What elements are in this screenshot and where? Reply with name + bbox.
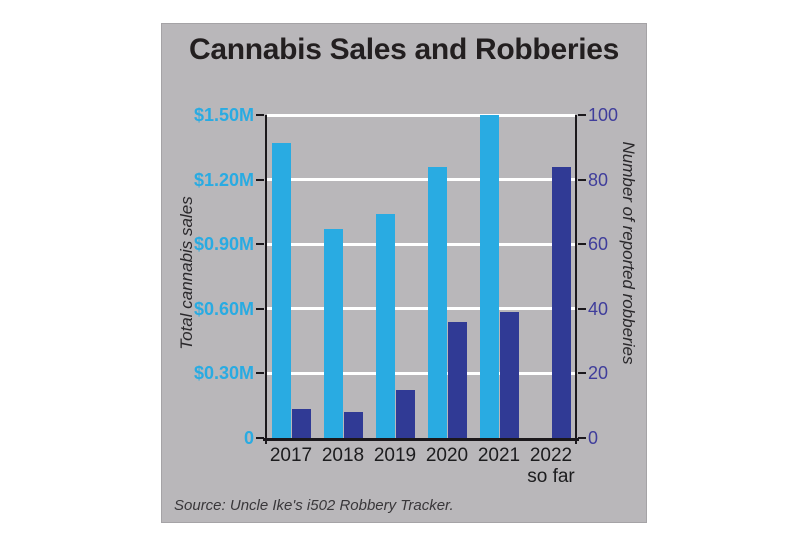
right-tick-mark [578,372,586,375]
left-tick-mark [256,178,264,181]
x-axis-label-2022: 2022 [529,445,573,466]
left-tick-mark [256,307,264,310]
left-axis-line [265,115,267,444]
source-citation: Source: Uncle Ike's i502 Robbery Tracker… [174,497,454,514]
sales-bar-2021 [479,115,499,438]
chart-title: Cannabis Sales and Robberies [188,33,620,66]
gridline [267,113,575,117]
left-tick-mark [256,243,264,246]
left-axis-title: Total cannabis sales [177,196,196,350]
right-tick-mark [578,437,586,439]
x-axis-label-2021: 2021 [477,445,521,466]
x-axis-label-2018: 2018 [321,445,365,466]
left-tick-label: $0.90M [193,234,254,255]
plot-area [256,113,586,444]
gridline [267,178,575,182]
left-tick-label: $1.20M [193,169,254,190]
sales-bar-2020 [427,166,447,438]
left-tick-mark [256,114,264,116]
right-tick-label: 0 [588,428,599,448]
right-tick-mark [578,114,586,116]
right-tick-label: 80 [588,169,609,190]
robberies-bar-2021 [499,312,519,438]
x-axis-label-2017: 2017 [269,445,313,466]
sales-bar-2018 [323,229,343,438]
x-axis-sublabel-2022: so far [527,466,575,487]
robberies-bar-2020 [447,321,467,438]
sales-bar-2017 [271,143,291,438]
right-axis-line [575,115,577,444]
robberies-bar-2018 [343,412,363,438]
gridline [267,242,575,246]
right-tick-label: 60 [588,234,609,255]
gridline [267,307,575,311]
sales-bar-2019 [375,214,395,438]
left-tick-mark [256,372,264,375]
robberies-bar-2017 [291,408,311,438]
left-tick-mark [256,437,264,439]
x-axis-line [263,438,579,441]
x-axis-label-2019: 2019 [373,445,417,466]
robberies-bar-2022 [551,166,571,438]
right-tick-mark [578,243,586,246]
left-tick-label: $0.60M [193,298,254,319]
right-tick-label: 40 [588,298,609,319]
left-tick-label: 0 [243,428,254,448]
left-tick-label: $0.30M [193,363,254,384]
right-tick-label: 100 [588,105,619,125]
x-axis-label-2020: 2020 [425,445,469,466]
gridline [267,371,575,375]
right-tick-mark [578,307,586,310]
chart-card: Cannabis Sales and Robberies Total canna… [161,23,647,523]
left-tick-label: $1.50M [193,105,254,125]
right-tick-label: 20 [588,363,609,384]
right-tick-mark [578,178,586,181]
robberies-bar-2019 [395,389,415,438]
